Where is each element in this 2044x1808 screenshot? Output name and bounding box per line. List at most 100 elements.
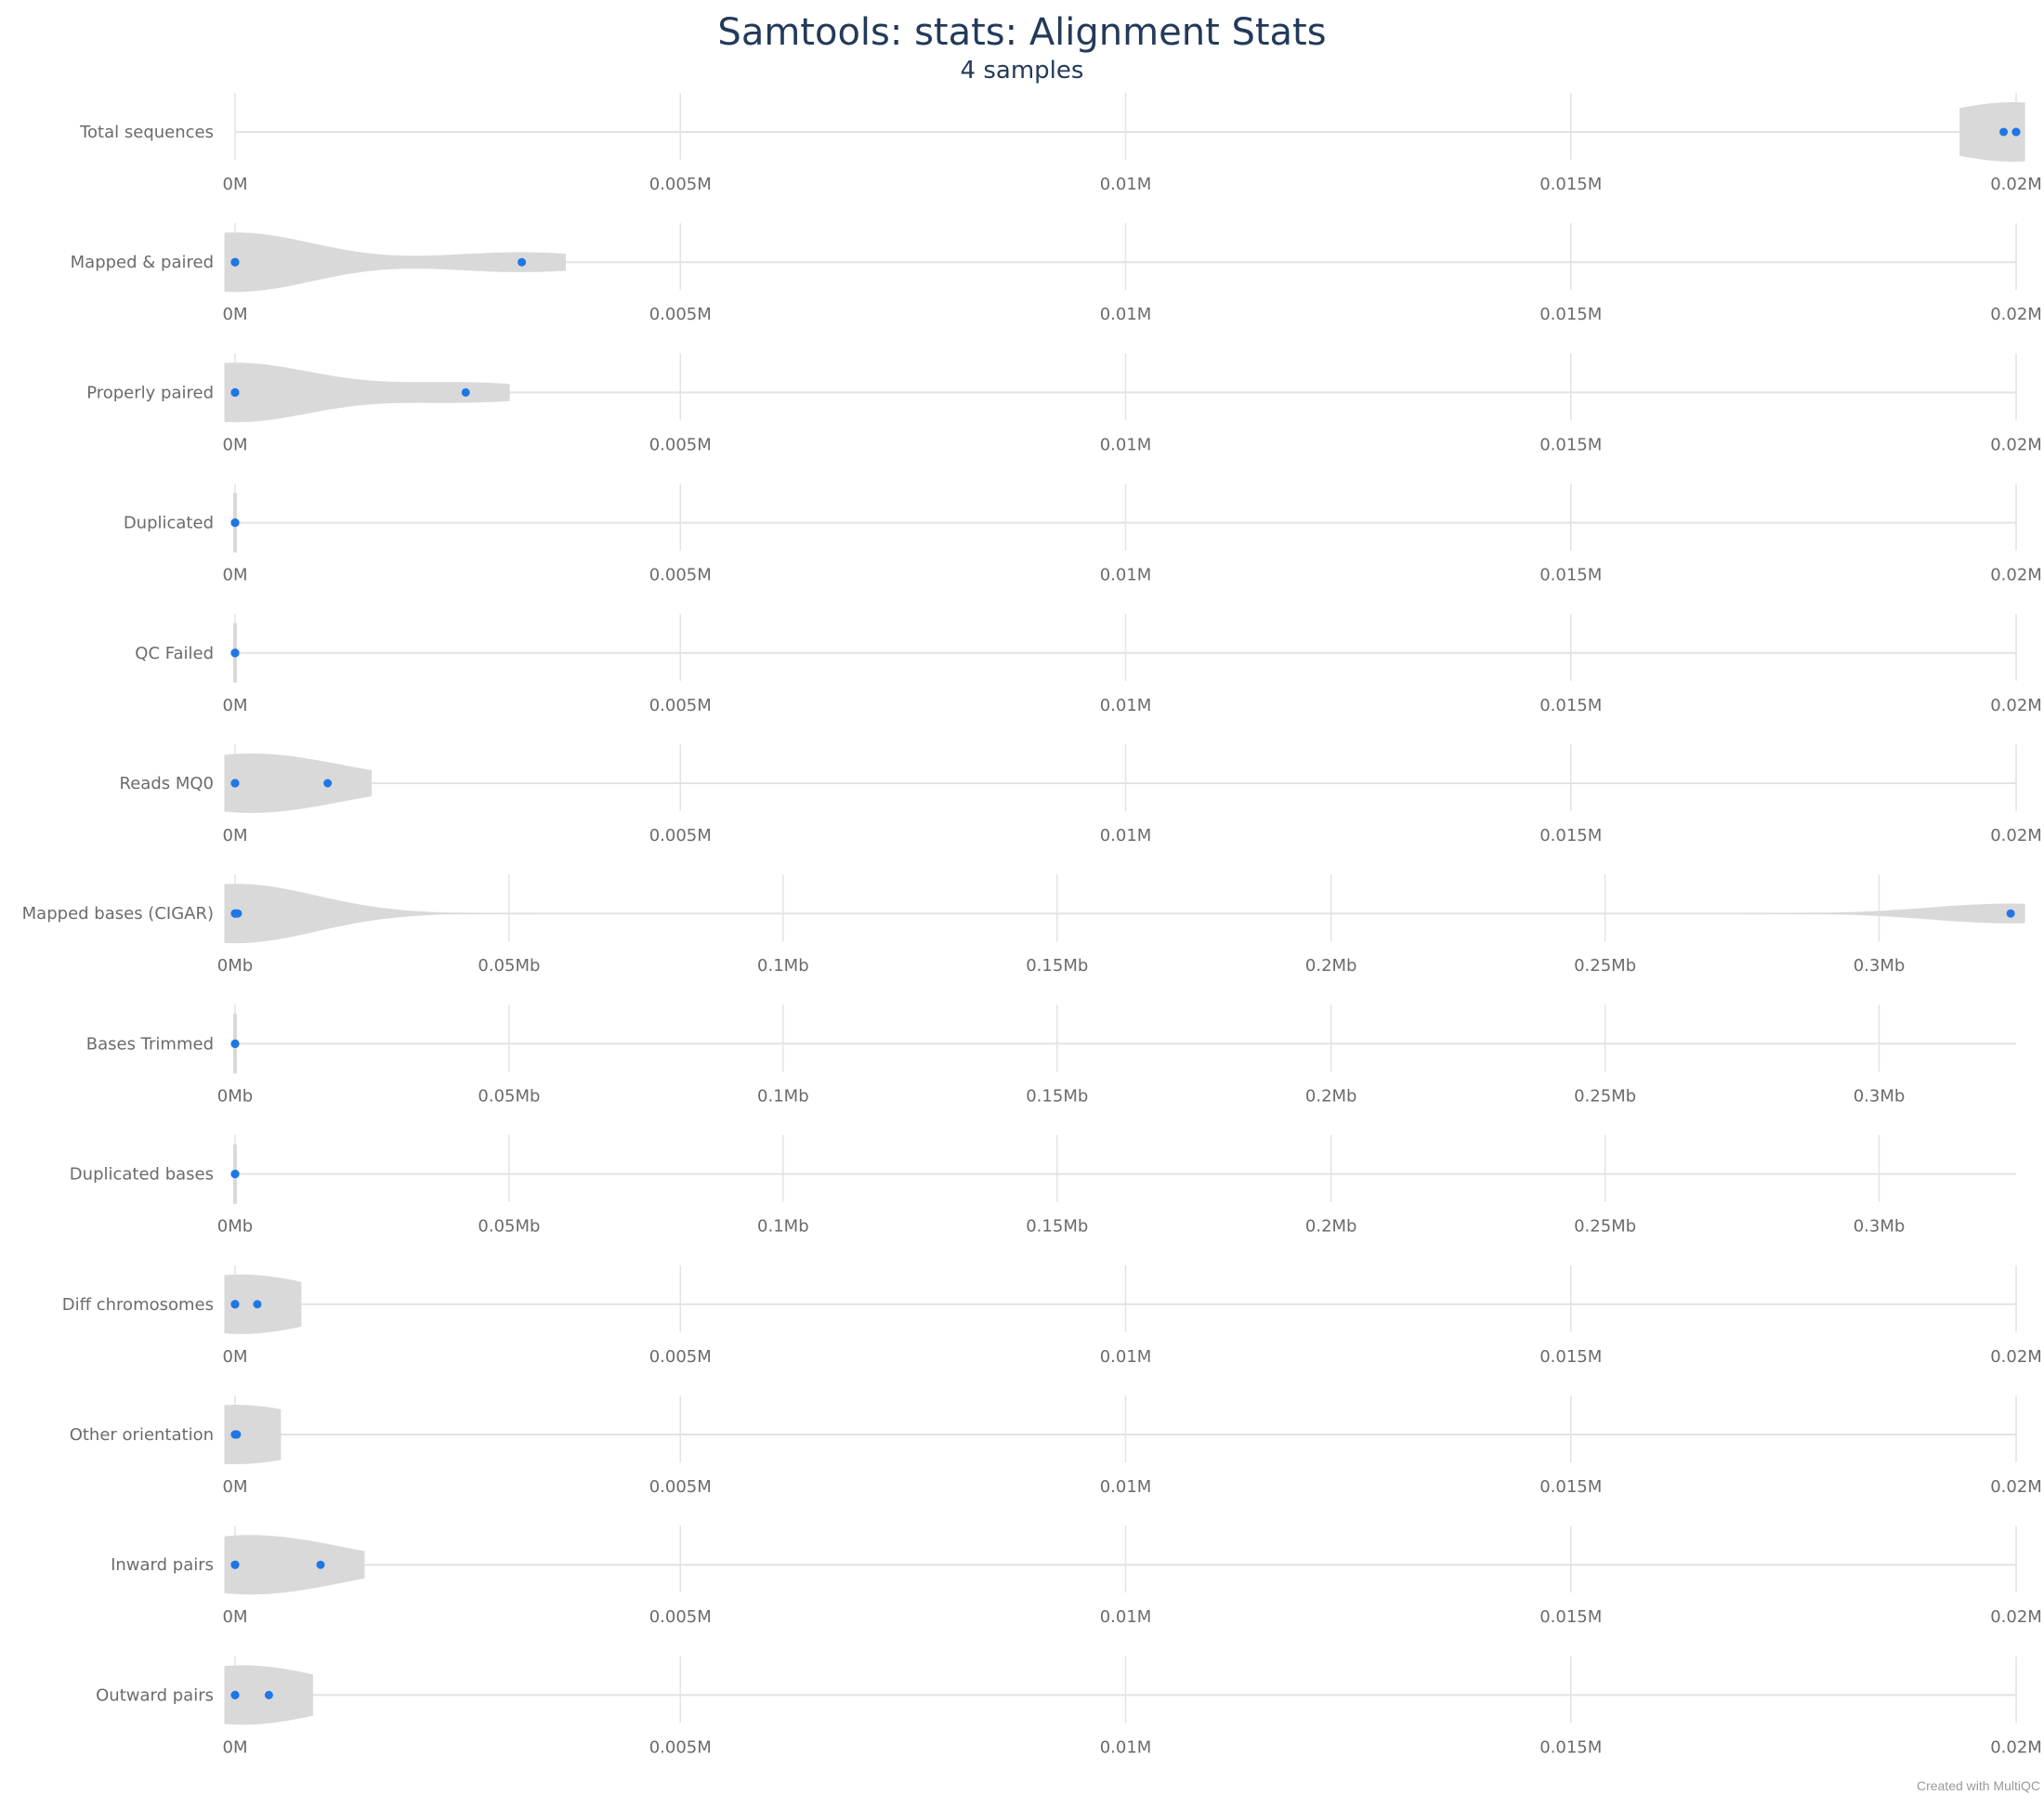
violin-shape [224, 1535, 365, 1595]
tick-label: 0.015M [1540, 696, 1602, 715]
tick-label: 0.015M [1540, 1607, 1602, 1627]
violin-row: Duplicated 0M 0.005M 0.01M 0.015M 0.02M [124, 483, 2042, 585]
row-label: QC Failed [135, 644, 214, 663]
tick-label: 0.02M [1990, 1477, 2042, 1497]
sample-point[interactable] [264, 1690, 273, 1699]
tick-label: 0.005M [649, 826, 712, 845]
tick-label: 0.005M [649, 1347, 712, 1367]
tick-label: 0.02M [1990, 305, 2042, 324]
violin-row: Duplicated bases 0Mb 0.05Mb 0.1Mb 0.15Mb 0.2M… [70, 1134, 2016, 1237]
tick-label: 0.25Mb [1574, 1086, 1636, 1106]
sample-point[interactable] [230, 1170, 240, 1179]
violin-row: Properly paired 0M 0.005M 0.01M 0.015M 0.02M [86, 353, 2042, 454]
tick-label: 0M [223, 305, 248, 324]
tick-label: 0.1Mb [757, 1217, 809, 1237]
violin-row: Total sequences 0M 0.005M 0.01M 0.015M 0.02M [79, 93, 2042, 194]
tick-label: 0.15Mb [1026, 1217, 1088, 1237]
tick-label: 0.005M [649, 1607, 712, 1627]
tick-label: 0.005M [649, 435, 712, 454]
violin-row: Other orientation 0M 0.005M 0.01M 0.015M 0.02… [70, 1395, 2042, 1497]
tick-label: 0.01M [1100, 1607, 1152, 1627]
row-label: Mapped & paired [71, 253, 214, 272]
violin-row: QC Failed 0M 0.005M 0.01M 0.015M 0.02M [135, 613, 2042, 715]
tick-label: 0.01M [1100, 175, 1152, 194]
tick-label: 0.005M [649, 696, 712, 715]
sample-point[interactable] [230, 518, 240, 528]
row-label: Duplicated [124, 514, 214, 533]
tick-label: 0.015M [1540, 175, 1602, 194]
tick-label: 0.005M [649, 305, 712, 324]
tick-label: 0.015M [1540, 1737, 1602, 1757]
tick-label: 0.02M [1990, 566, 2042, 585]
tick-label: 0.02M [1990, 696, 2042, 715]
violin-shape [224, 1274, 302, 1334]
tick-label: 0.015M [1540, 566, 1602, 585]
tick-label: 0.015M [1540, 305, 1602, 324]
tick-label: 0.015M [1540, 1347, 1602, 1367]
sample-point[interactable] [253, 1300, 262, 1309]
violin-shape [224, 232, 567, 293]
tick-label: 0.1Mb [757, 1086, 809, 1106]
tick-label: 0.02M [1990, 435, 2042, 454]
violin-row: Mapped & paired 0M 0.005M 0.01M 0.015M 0.02M [71, 223, 2042, 324]
tick-label: 0M [223, 1347, 248, 1367]
tick-label: 0M [223, 826, 248, 845]
tick-label: 0.015M [1540, 1477, 1602, 1497]
violin-row: Inward pairs 0M 0.005M 0.01M 0.015M 0.02M [111, 1526, 2042, 1627]
row-label: Diff chromosomes [62, 1295, 214, 1315]
sample-point[interactable] [232, 1430, 242, 1439]
sample-point[interactable] [230, 387, 240, 397]
sample-point[interactable] [230, 1300, 240, 1309]
tick-label: 0.01M [1100, 435, 1152, 454]
sample-point[interactable] [230, 779, 240, 788]
violin-shape [1959, 102, 2025, 162]
sample-point[interactable] [230, 649, 240, 658]
row-label: Total sequences [79, 123, 214, 142]
tick-label: 0.15Mb [1026, 1086, 1088, 1106]
tick-label: 0.005M [649, 175, 712, 194]
tick-label: 0.05Mb [478, 1217, 540, 1237]
sample-point[interactable] [233, 909, 242, 918]
row-label: Other orientation [70, 1425, 214, 1445]
sample-point[interactable] [461, 387, 470, 397]
tick-label: 0.01M [1100, 566, 1152, 585]
row-label: Properly paired [86, 383, 214, 402]
sample-point[interactable] [1999, 127, 2009, 137]
sample-point[interactable] [316, 1560, 325, 1569]
credit-text: Created with MultiQC [1916, 1778, 2040, 1793]
tick-label: 0.01M [1100, 1347, 1152, 1367]
tick-label: 0.015M [1540, 826, 1602, 845]
tick-label: 0.2Mb [1305, 1086, 1357, 1106]
sample-point[interactable] [518, 257, 527, 267]
sample-point[interactable] [230, 1690, 240, 1699]
tick-label: 0.3Mb [1854, 1217, 1906, 1237]
tick-label: 0.2Mb [1305, 1217, 1357, 1237]
tick-label: 0.005M [649, 1477, 712, 1497]
violin-row: Outward pairs 0M 0.005M 0.01M 0.015M 0.02M [96, 1656, 2042, 1757]
tick-label: 0M [223, 175, 248, 194]
tick-label: 0.3Mb [1854, 1086, 1906, 1106]
tick-label: 0.02M [1990, 1607, 2042, 1627]
sample-point[interactable] [230, 1560, 240, 1569]
sample-point[interactable] [230, 257, 240, 267]
tick-label: 0.02M [1990, 175, 2042, 194]
sample-point[interactable] [2011, 127, 2021, 137]
tick-label: 0.05Mb [478, 956, 540, 976]
tick-label: 0.01M [1100, 1477, 1152, 1497]
tick-label: 0Mb [217, 956, 253, 976]
violin-shape [224, 753, 373, 813]
tick-label: 0M [223, 1737, 248, 1757]
tick-label: 0Mb [217, 1086, 253, 1106]
violin-row: Reads MQ0 0M 0.005M 0.01M 0.015M 0.02M [120, 744, 2042, 845]
row-label: Inward pairs [111, 1555, 214, 1575]
tick-label: 0.005M [649, 566, 712, 585]
tick-label: 0.2Mb [1305, 956, 1357, 976]
sample-point[interactable] [230, 1039, 240, 1048]
tick-label: 0.005M [649, 1737, 712, 1757]
tick-label: 0.25Mb [1574, 1217, 1636, 1237]
sample-point[interactable] [323, 779, 333, 788]
sample-point[interactable] [2006, 909, 2015, 918]
chart-subtitle: 4 samples [961, 57, 1084, 85]
violin-row: Mapped bases (CIGAR) 0Mb 0.05Mb 0.1Mb 0.15Mb… [22, 874, 2025, 976]
